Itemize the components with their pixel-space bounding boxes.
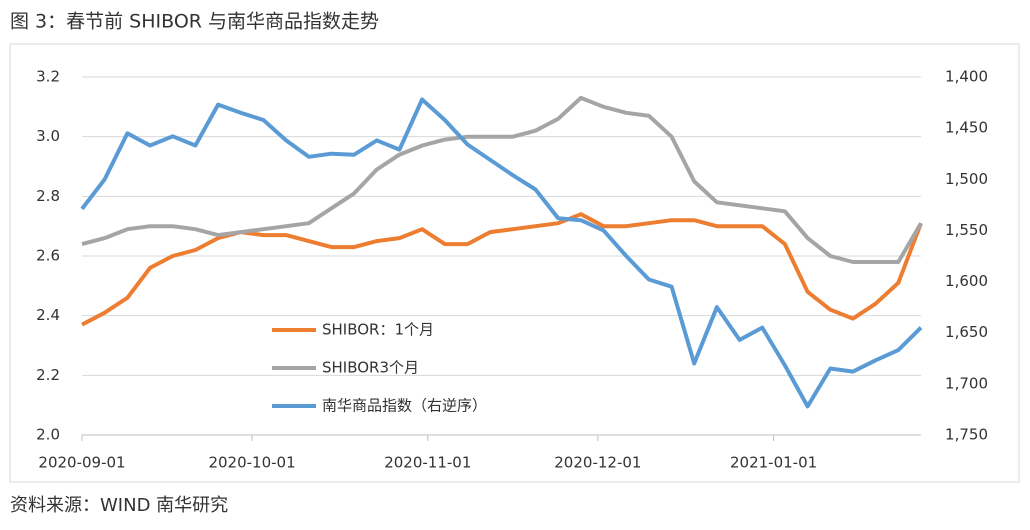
x-tick-label: 2021-01-01: [730, 454, 817, 472]
source-note: 资料来源：WIND 南华研究: [10, 495, 228, 516]
y2-tick-label: 1,700: [945, 374, 988, 392]
y2-tick-label: 1,450: [945, 119, 988, 137]
y-tick-label: 3.2: [36, 68, 60, 86]
x-tick-label: 2020-11-01: [384, 454, 471, 472]
chart-title: 图 3：春节前 SHIBOR 与南华商品指数走势: [10, 11, 379, 33]
legend-label: 南华商品指数（右逆序）: [322, 397, 487, 415]
y2-tick-label: 1,600: [945, 272, 988, 290]
series-line: [81, 95, 923, 264]
legend-label: SHIBOR：1个月: [322, 321, 434, 339]
y-tick-label: 3.0: [36, 127, 60, 145]
series-line: [80, 97, 923, 409]
y2-tick-label: 1,500: [945, 170, 988, 188]
series-line: [81, 212, 923, 327]
x-tick-label: 2020-12-01: [554, 454, 641, 472]
x-tick-label: 2020-09-01: [38, 454, 125, 472]
y2-tick-label: 1,750: [945, 426, 988, 444]
y-tick-label: 2.6: [36, 247, 60, 265]
y-tick-label: 2.8: [36, 187, 60, 205]
legend-label: SHIBOR3个月: [322, 359, 419, 377]
y-tick-label: 2.4: [36, 306, 60, 324]
x-tick-label: 2020-10-01: [208, 454, 295, 472]
y2-tick-label: 1,400: [945, 68, 988, 86]
y-tick-label: 2.2: [36, 366, 60, 384]
y2-tick-label: 1,550: [945, 221, 988, 239]
chart-frame: [9, 43, 1020, 483]
y-tick-label: 2.0: [36, 426, 60, 444]
y2-tick-label: 1,650: [945, 323, 988, 341]
